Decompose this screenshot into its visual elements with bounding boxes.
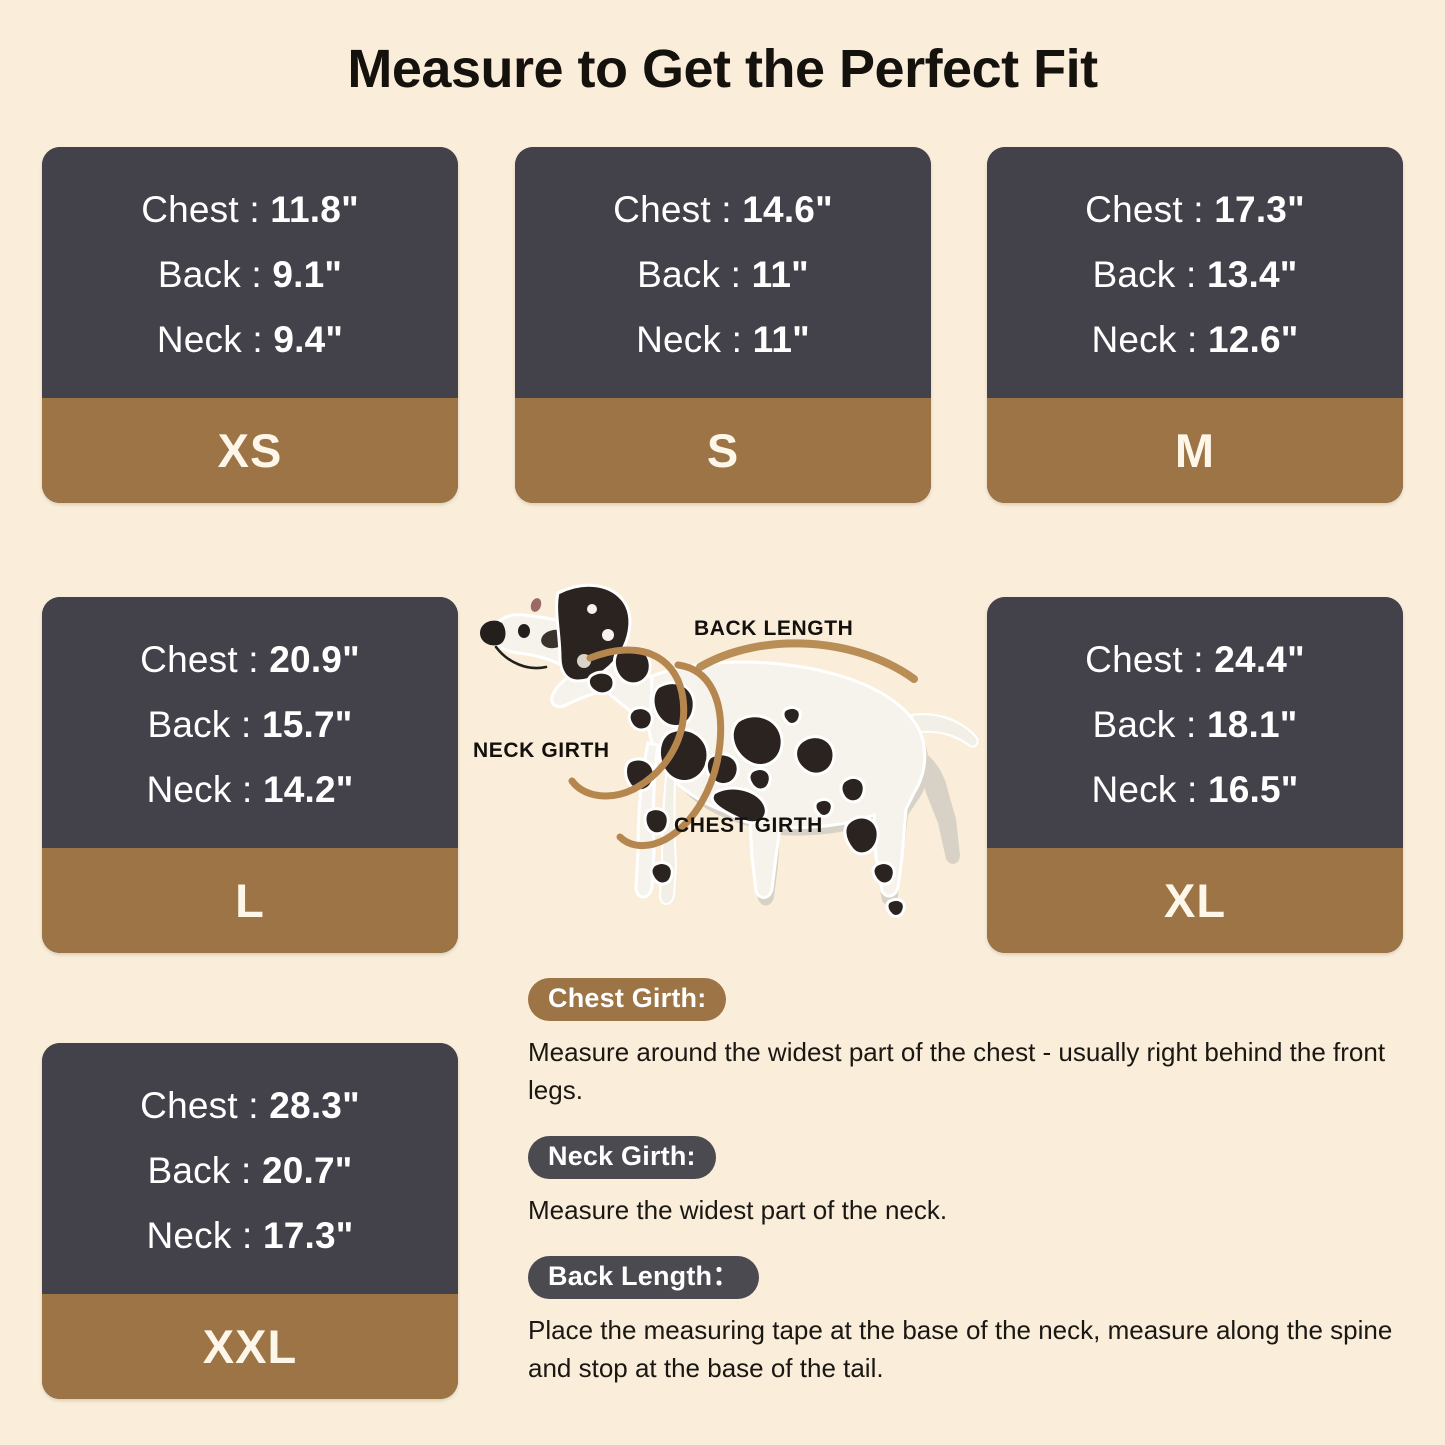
measure-chest-value: 20.9" [269,639,360,680]
measure-neck-label: Neck : [1091,769,1198,810]
measure-neck-value: 11" [752,319,810,360]
neck-girth-arc [568,646,688,800]
measure-back-value: 18.1" [1206,704,1298,745]
dog-body [480,583,927,905]
measure-neck-value: 14.2" [262,769,354,810]
measure-chest-value: 17.3" [1214,189,1305,230]
measure-back: Back : 18.1" [1092,706,1297,743]
measure-chest-label: Chest : [1085,639,1204,680]
label-neck-girth: NECK GIRTH [473,739,610,762]
measure-back-value: 20.7" [261,1150,353,1191]
measure-neck-value: 12.6" [1207,319,1299,360]
measure-neck-label: Neck : [146,1215,253,1256]
measure-neck-label: Neck : [156,319,263,360]
measure-back: Back : 11" [637,256,809,293]
measure-neck-value: 9.4" [273,319,344,360]
dog-spots [586,646,906,918]
measure-neck: Neck : 14.2" [146,771,353,808]
chest-girth-arc [616,661,725,849]
measure-back: Back : 9.1" [158,256,342,293]
size-label: L [235,874,265,927]
size-band: L [42,848,458,953]
measure-neck-value: 16.5" [1207,769,1299,810]
label-chest-girth: CHEST GIRTH [674,814,823,837]
page-title: Measure to Get the Perfect Fit [347,39,1098,99]
measure-neck-label: Neck : [146,769,253,810]
measure-neck: Neck : 11" [636,321,810,358]
size-label: XL [1163,874,1227,927]
measure-chest-value: 11.8" [270,189,359,230]
measure-back: Back : 20.7" [147,1152,352,1189]
size-card-measures: Chest : 20.9" Back : 15.7" Neck : 14.2" [42,597,458,848]
measure-chest: Chest : 20.9" [140,641,360,678]
size-card-measures: Chest : 28.3" Back : 20.7" Neck : 17.3" [42,1043,458,1294]
size-card-xs: Chest : 11.8" Back : 9.1" Neck : 9.4" XS [42,147,458,503]
measure-back-label: Back : [637,254,742,295]
measure-chest: Chest : 17.3" [1085,191,1305,228]
measure-back: Back : 13.4" [1092,256,1297,293]
measure-neck-label: Neck : [1091,319,1198,360]
dog-measurement-diagram [462,565,982,935]
size-card-xl: Chest : 24.4" Back : 18.1" Neck : 16.5" … [987,597,1403,953]
size-card-l: Chest : 20.9" Back : 15.7" Neck : 14.2" … [42,597,458,953]
measure-neck: Neck : 17.3" [146,1217,353,1254]
label-back-length: BACK LENGTH [694,617,854,640]
instruction-neck-girth: Neck Girth: Measure the widest part of t… [528,1135,1400,1230]
size-band: M [987,398,1403,503]
instructions-section: Chest Girth: Measure around the widest p… [528,978,1400,1414]
measure-chest: Chest : 24.4" [1085,641,1305,678]
measure-back-label: Back : [147,1150,252,1191]
measure-chest-value: 24.4" [1214,639,1305,680]
back-length-arc [696,639,918,683]
size-label: XXL [202,1320,298,1373]
instruction-text-neck-girth: Measure the widest part of the neck. [528,1194,948,1225]
measurement-arcs [568,639,918,849]
measure-chest: Chest : 11.8" [141,191,359,228]
size-card-s: Chest : 14.6" Back : 11" Neck : 11" S [515,147,931,503]
instruction-badge-back-length: Back Length： [528,1255,760,1299]
measure-chest-value: 28.3" [269,1085,360,1126]
size-card-xxl: Chest : 28.3" Back : 20.7" Neck : 17.3" … [42,1043,458,1399]
instruction-text-back-length: Place the measuring tape at the base of … [528,1314,1393,1383]
size-band: XL [987,848,1403,953]
size-card-measures: Chest : 11.8" Back : 9.1" Neck : 9.4" [42,147,458,398]
measure-back-label: Back : [147,704,252,745]
measure-chest: Chest : 14.6" [613,191,833,228]
size-label: S [706,424,740,477]
measure-back-label: Back : [1092,254,1197,295]
measure-chest-label: Chest : [140,1085,259,1126]
instruction-badge-chest-girth: Chest Girth: [528,978,727,1021]
measure-back-label: Back : [1092,704,1197,745]
measure-back: Back : 15.7" [147,706,352,743]
instruction-text-chest-girth: Measure around the widest part of the ch… [528,1037,1386,1105]
size-band: S [515,398,931,503]
size-label: M [1174,424,1216,477]
size-card-m: Chest : 17.3" Back : 13.4" Neck : 12.6" … [987,147,1403,503]
size-label: XS [217,424,283,477]
instruction-badge-neck-girth: Neck Girth: [528,1135,716,1179]
instruction-back-length: Back Length： Place the measuring tape at… [528,1255,1400,1388]
measure-chest-value: 14.6" [742,189,833,230]
measure-chest: Chest : 28.3" [140,1087,360,1124]
size-card-measures: Chest : 14.6" Back : 11" Neck : 11" [515,147,931,398]
measure-chest-label: Chest : [140,639,259,680]
measure-back-value: 15.7" [261,704,353,745]
size-card-measures: Chest : 17.3" Back : 13.4" Neck : 12.6" [987,147,1403,398]
instruction-chest-girth: Chest Girth: Measure around the widest p… [528,978,1400,1110]
measure-neck: Neck : 12.6" [1091,321,1298,358]
measure-back-value: 9.1" [272,254,343,295]
measure-back-label: Back : [157,254,262,295]
measure-chest-label: Chest : [1085,189,1204,230]
size-card-measures: Chest : 24.4" Back : 18.1" Neck : 16.5" [987,597,1403,848]
measure-back-value: 13.4" [1206,254,1298,295]
measure-neck: Neck : 16.5" [1091,771,1298,808]
size-band: XXL [42,1294,458,1399]
measure-neck-label: Neck : [636,319,743,360]
measure-back-value: 11" [751,254,809,295]
measure-chest-label: Chest : [141,189,260,230]
size-band: XS [42,398,458,503]
measure-chest-label: Chest : [613,189,732,230]
measure-neck-value: 17.3" [262,1215,354,1256]
measure-neck: Neck : 9.4" [157,321,343,358]
